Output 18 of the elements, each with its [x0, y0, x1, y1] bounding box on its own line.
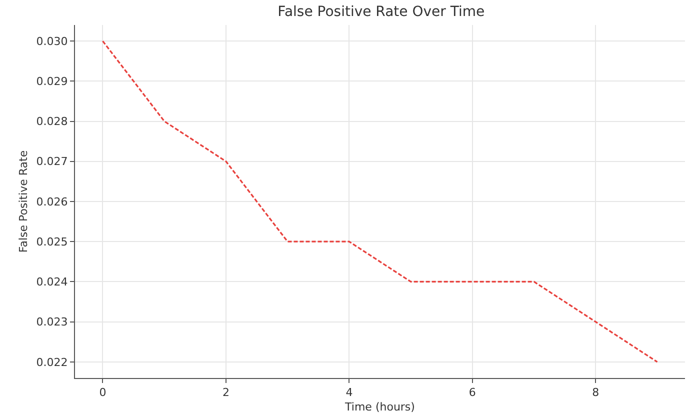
x-tick-label: 4 — [346, 386, 353, 400]
y-axis-title: False Positive Rate — [16, 150, 30, 253]
y-tick-label: 0.024 — [36, 276, 68, 289]
y-tick-label: 0.028 — [36, 115, 68, 128]
y-tick-label: 0.030 — [36, 34, 68, 48]
y-tick-label: 0.026 — [36, 195, 68, 208]
y-tick-label: 0.023 — [36, 316, 68, 329]
y-tick-label: 0.022 — [36, 356, 68, 369]
x-tick-label: 2 — [222, 386, 230, 400]
y-tick-label: 0.027 — [36, 155, 68, 168]
x-tick-label: 8 — [592, 386, 600, 400]
chart-title: False Positive Rate Over Time — [278, 4, 485, 20]
x-tick-label: 6 — [468, 386, 476, 400]
y-tick-label: 0.029 — [36, 75, 68, 88]
x-tick-label: 0 — [99, 386, 106, 400]
line-series — [102, 40, 658, 363]
x-axis-title: Time (hours) — [344, 400, 415, 414]
y-tick-label: 0.025 — [36, 235, 68, 248]
